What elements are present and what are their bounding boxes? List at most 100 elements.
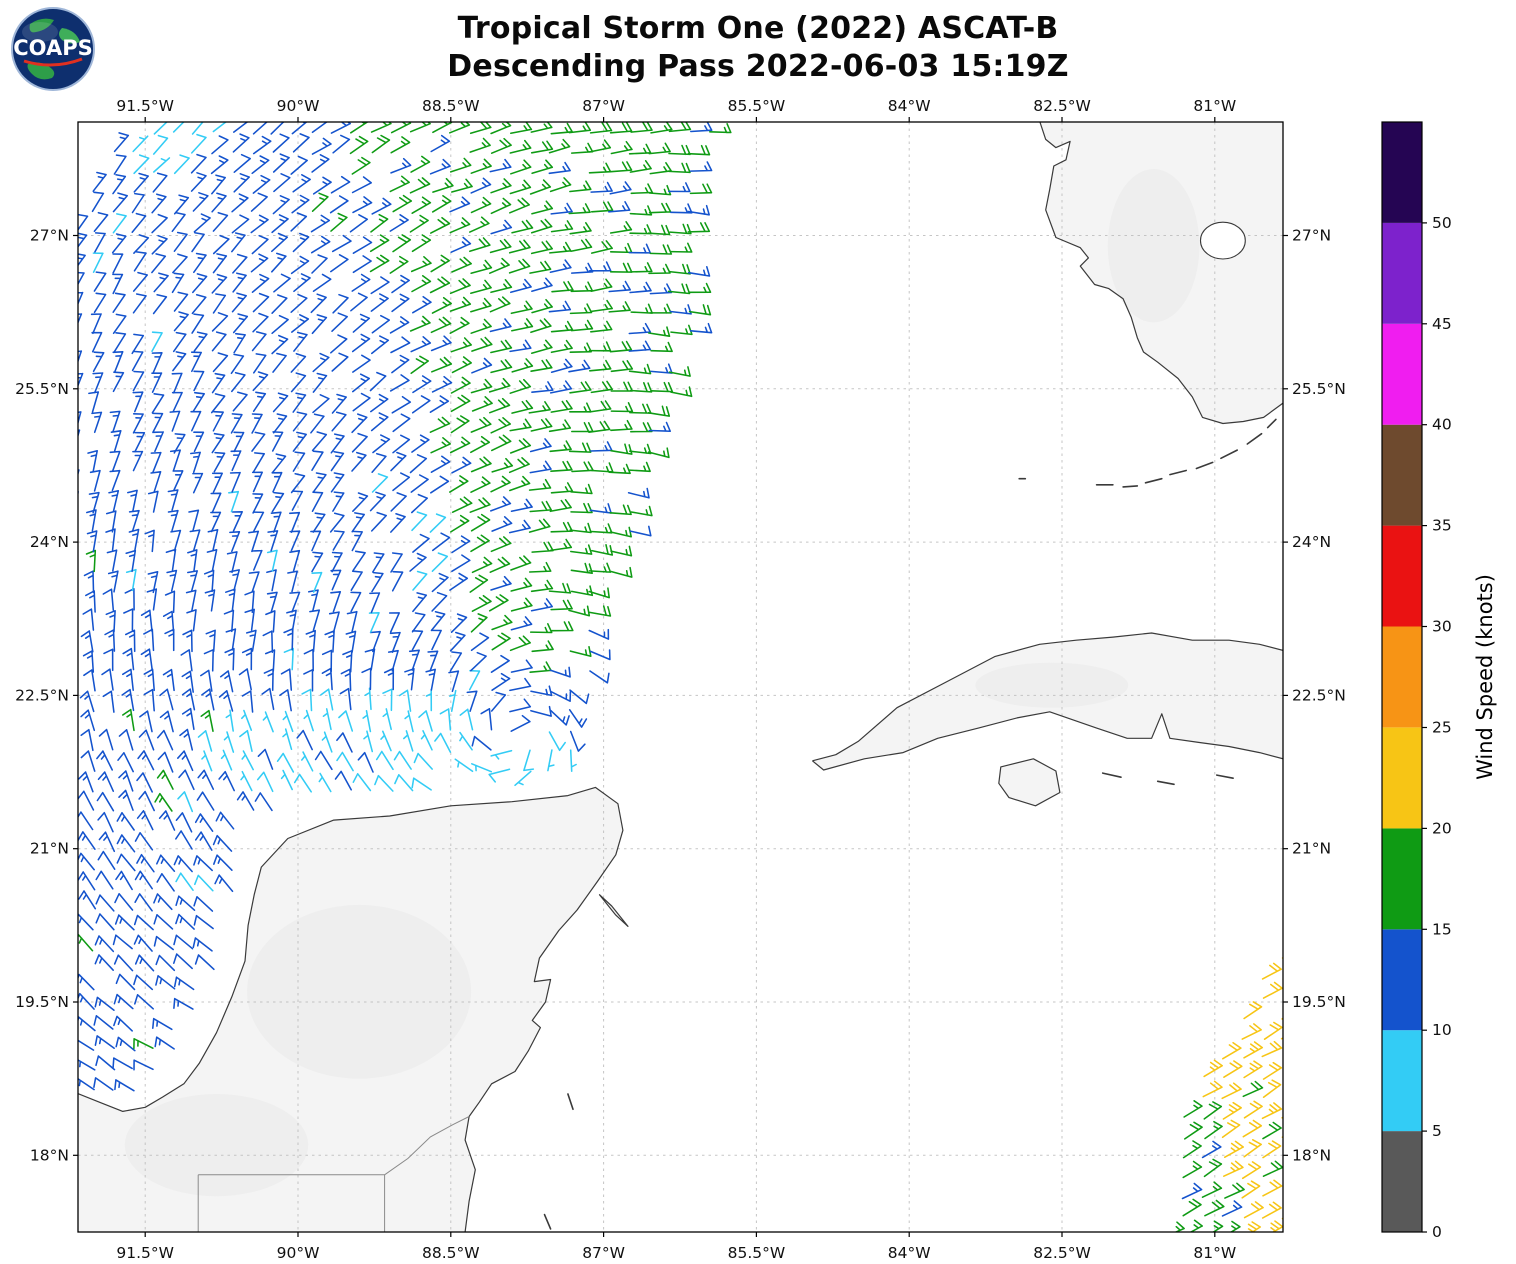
wind-barb [193,213,211,233]
wind-barb [610,419,633,432]
wind-barb [152,412,164,434]
wind-barb [272,153,290,173]
wind-barb [250,214,269,234]
wind-barb [177,791,194,813]
wind-barb [670,386,693,398]
wind-barb [408,649,420,671]
wind-barb [172,253,188,274]
wind-barb [589,122,613,134]
wind-barb [336,732,353,753]
wind-barb [588,628,610,640]
wind-barb [332,134,351,154]
wind-barb [214,874,234,893]
wind-barb [330,591,342,613]
wind-barb [88,491,100,514]
wind-barb [331,393,347,414]
wind-barb [187,570,198,592]
wind-barb [510,278,532,294]
wind-barb [549,380,573,394]
wind-barb [112,292,126,313]
wind-barb [192,273,208,294]
wind-barb [192,472,204,494]
wind-barb [289,511,301,533]
wind-barb [371,571,384,593]
wind-barb [109,469,121,492]
wind-barb [96,791,115,812]
wind-barb [548,582,572,594]
axis-ticks [73,117,1288,1237]
wind-barb [310,530,322,552]
wind-barb [115,870,133,891]
wind-barb [410,336,432,353]
wind-barb [116,853,136,872]
wind-barb [1282,1078,1283,1080]
wind-barb [118,789,134,811]
wind-barb [392,234,412,253]
wind-barb [369,630,381,653]
wind-barb [470,456,492,473]
wind-barb [80,750,96,772]
wind-barb [219,670,234,693]
wind-barb [292,174,311,193]
wind-barb [528,478,552,491]
wind-barb [240,770,253,792]
wind-barb [491,434,512,452]
wind-barb [218,690,234,712]
wind-barb [1281,1136,1283,1138]
wind-barb [273,173,291,193]
colorbar-band [1382,222,1422,324]
wind-barb [429,416,451,433]
wind-barb [57,872,74,889]
wind-barb [133,234,150,254]
axes-frame [77,121,1284,1233]
wind-barb [668,182,691,193]
wind-barb [252,452,265,473]
wind-barb [271,252,287,273]
wind-barb [608,463,631,475]
wind-barb [239,729,253,752]
wind-barb [78,490,79,498]
wind-barb [530,140,554,154]
wind-barb [590,278,613,292]
wind-barb [346,610,358,633]
wind-barb [550,122,573,135]
wind-barb [450,613,468,633]
wind-barb [67,452,76,473]
wind-barb [155,954,176,972]
wind-barb [410,256,432,273]
wind-barb [588,162,612,174]
wind-barb [191,313,205,334]
wind-barb [380,730,392,752]
wind-barb [266,569,277,592]
wind-barb [590,201,614,213]
wind-barb [548,138,571,154]
wind-barb [371,473,389,493]
wind-barb [369,491,386,512]
wind-barb [409,177,431,194]
wind-barb [65,509,74,530]
wind-barb [65,589,75,610]
wind-barb [272,392,289,413]
wind-barb [78,831,96,850]
wind-barb [78,790,95,811]
wind-barb [116,812,135,831]
wind-barb [1262,981,1283,999]
wind-barb [549,259,572,273]
wind-barb [404,710,414,733]
wind-barb [133,914,154,931]
wind-barb [311,571,323,593]
wind-barb [98,728,114,751]
wind-barb [211,472,223,494]
wind-barb [490,197,512,215]
wind-barb [362,710,372,733]
wind-barb [629,525,652,537]
wind-barb [271,314,289,335]
wind-barb [550,320,574,333]
wind-barb [67,551,76,572]
wind-barb [548,300,572,313]
wind-barb [371,452,387,473]
wind-barb [204,589,216,612]
wind-barb [151,193,167,214]
wind-barb [650,363,673,374]
wind-barb [531,159,554,175]
